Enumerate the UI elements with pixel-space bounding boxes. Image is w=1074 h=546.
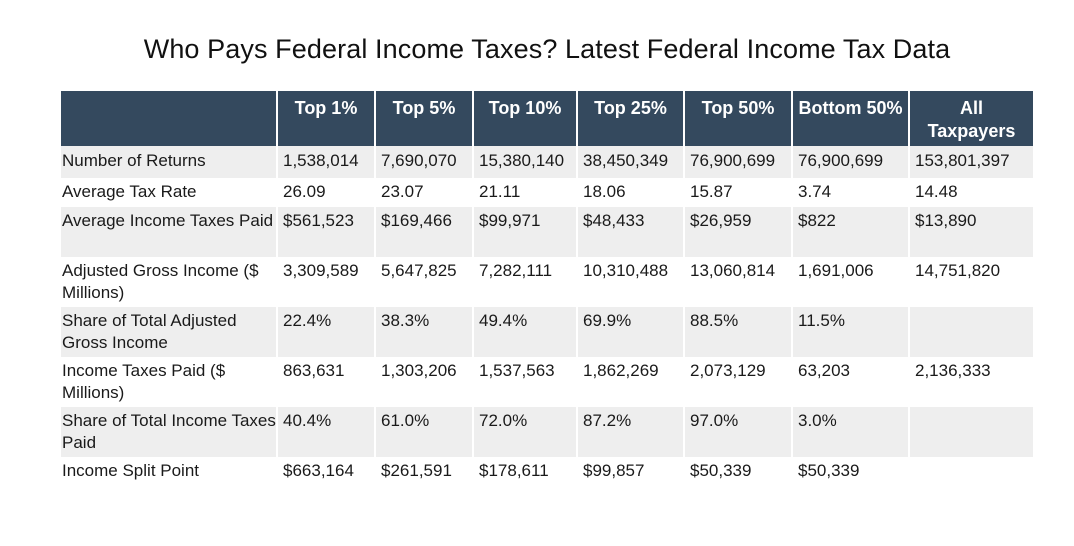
page-title: Who Pays Federal Income Taxes? Latest Fe… <box>143 34 951 64</box>
table-cell: 72.0% <box>472 407 577 457</box>
table-cell: 1,303,206 <box>374 357 473 407</box>
table-cell: 21.11 <box>472 178 577 207</box>
table-cell: 3.74 <box>791 178 909 207</box>
table-row: Income Split Point $663,164 $261,591 $17… <box>61 457 1033 486</box>
header-cell-all-taxpayers: All Taxpayers <box>908 91 1033 146</box>
table-cell: $178,611 <box>472 457 577 486</box>
table-cell: 18.06 <box>576 178 684 207</box>
table-cell <box>908 307 1033 357</box>
header-cell-top-5: Top 5% <box>374 91 473 146</box>
table-cell: 14.48 <box>908 178 1033 207</box>
row-label: Average Tax Rate <box>61 178 277 207</box>
table-cell: 10,310,488 <box>576 257 684 307</box>
row-label: Income Split Point <box>61 457 277 486</box>
row-label: Number of Returns <box>61 146 277 178</box>
table-row: Average Tax Rate 26.09 23.07 21.11 18.06… <box>61 178 1033 207</box>
table-cell: 863,631 <box>276 357 375 407</box>
table-cell: $13,890 <box>908 207 1033 257</box>
table-cell: 11.5% <box>791 307 909 357</box>
table-cell: $48,433 <box>576 207 684 257</box>
table-cell: 63,203 <box>791 357 909 407</box>
table-cell: 1,538,014 <box>276 146 375 178</box>
table-cell: 1,691,006 <box>791 257 909 307</box>
table-cell <box>908 407 1033 457</box>
table-row: Share of Total Adjusted Gross Income 22.… <box>61 307 1033 357</box>
row-label: Share of Total Income Taxes Paid <box>61 407 277 457</box>
table-cell: $50,339 <box>791 457 909 486</box>
table-cell: 2,136,333 <box>908 357 1033 407</box>
table-cell: 76,900,699 <box>791 146 909 178</box>
table-cell: $26,959 <box>683 207 792 257</box>
table-cell: $561,523 <box>276 207 375 257</box>
table-row: Share of Total Income Taxes Paid 40.4% 6… <box>61 407 1033 457</box>
table-cell: 7,282,111 <box>472 257 577 307</box>
table-cell: 15.87 <box>683 178 792 207</box>
table-cell: 61.0% <box>374 407 473 457</box>
header-cell-top-10: Top 10% <box>472 91 577 146</box>
table-cell: 1,537,563 <box>472 357 577 407</box>
row-label: Income Taxes Paid ($ Millions) <box>61 357 277 407</box>
table-cell: 22.4% <box>276 307 375 357</box>
table-cell: 1,862,269 <box>576 357 684 407</box>
table-cell: $50,339 <box>683 457 792 486</box>
table-cell: $99,971 <box>472 207 577 257</box>
table-cell: 14,751,820 <box>908 257 1033 307</box>
table-cell: 69.9% <box>576 307 684 357</box>
table-cell: 15,380,140 <box>472 146 577 178</box>
table-cell: $261,591 <box>374 457 473 486</box>
table-cell: 7,690,070 <box>374 146 473 178</box>
table-cell: 23.07 <box>374 178 473 207</box>
header-cell-blank <box>61 91 277 146</box>
table-cell <box>908 457 1033 486</box>
table-cell: 3,309,589 <box>276 257 375 307</box>
header-cell-bottom-50: Bottom 50% <box>791 91 909 146</box>
row-label: Adjusted Gross Income ($ Millions) <box>61 257 277 307</box>
table-cell: 38,450,349 <box>576 146 684 178</box>
table-cell: 49.4% <box>472 307 577 357</box>
header-cell-top-25: Top 25% <box>576 91 684 146</box>
table-row: Adjusted Gross Income ($ Millions) 3,309… <box>61 257 1033 307</box>
table-cell: 87.2% <box>576 407 684 457</box>
table-row: Average Income Taxes Paid $561,523 $169,… <box>61 207 1033 257</box>
table-cell: $822 <box>791 207 909 257</box>
table-cell: 26.09 <box>276 178 375 207</box>
header-cell-top-50: Top 50% <box>683 91 792 146</box>
table-cell: 153,801,397 <box>908 146 1033 178</box>
table-row: Income Taxes Paid ($ Millions) 863,631 1… <box>61 357 1033 407</box>
header-cell-top-1: Top 1% <box>276 91 375 146</box>
table-cell: 38.3% <box>374 307 473 357</box>
table-cell: 2,073,129 <box>683 357 792 407</box>
table-row: Number of Returns 1,538,014 7,690,070 15… <box>61 146 1033 178</box>
table-cell: $99,857 <box>576 457 684 486</box>
table-cell: 76,900,699 <box>683 146 792 178</box>
table-cell: $169,466 <box>374 207 473 257</box>
row-label: Average Income Taxes Paid <box>61 207 277 257</box>
header-row: Top 1% Top 5% Top 10% Top 25% Top 50% Bo… <box>61 91 1033 146</box>
table-cell: 97.0% <box>683 407 792 457</box>
table-cell: 3.0% <box>791 407 909 457</box>
table-cell: 40.4% <box>276 407 375 457</box>
table-cell: 13,060,814 <box>683 257 792 307</box>
tax-data-table: Top 1% Top 5% Top 10% Top 25% Top 50% Bo… <box>61 91 1033 486</box>
table-cell: $663,164 <box>276 457 375 486</box>
table-cell: 5,647,825 <box>374 257 473 307</box>
row-label: Share of Total Adjusted Gross Income <box>61 307 277 357</box>
table-cell: 88.5% <box>683 307 792 357</box>
